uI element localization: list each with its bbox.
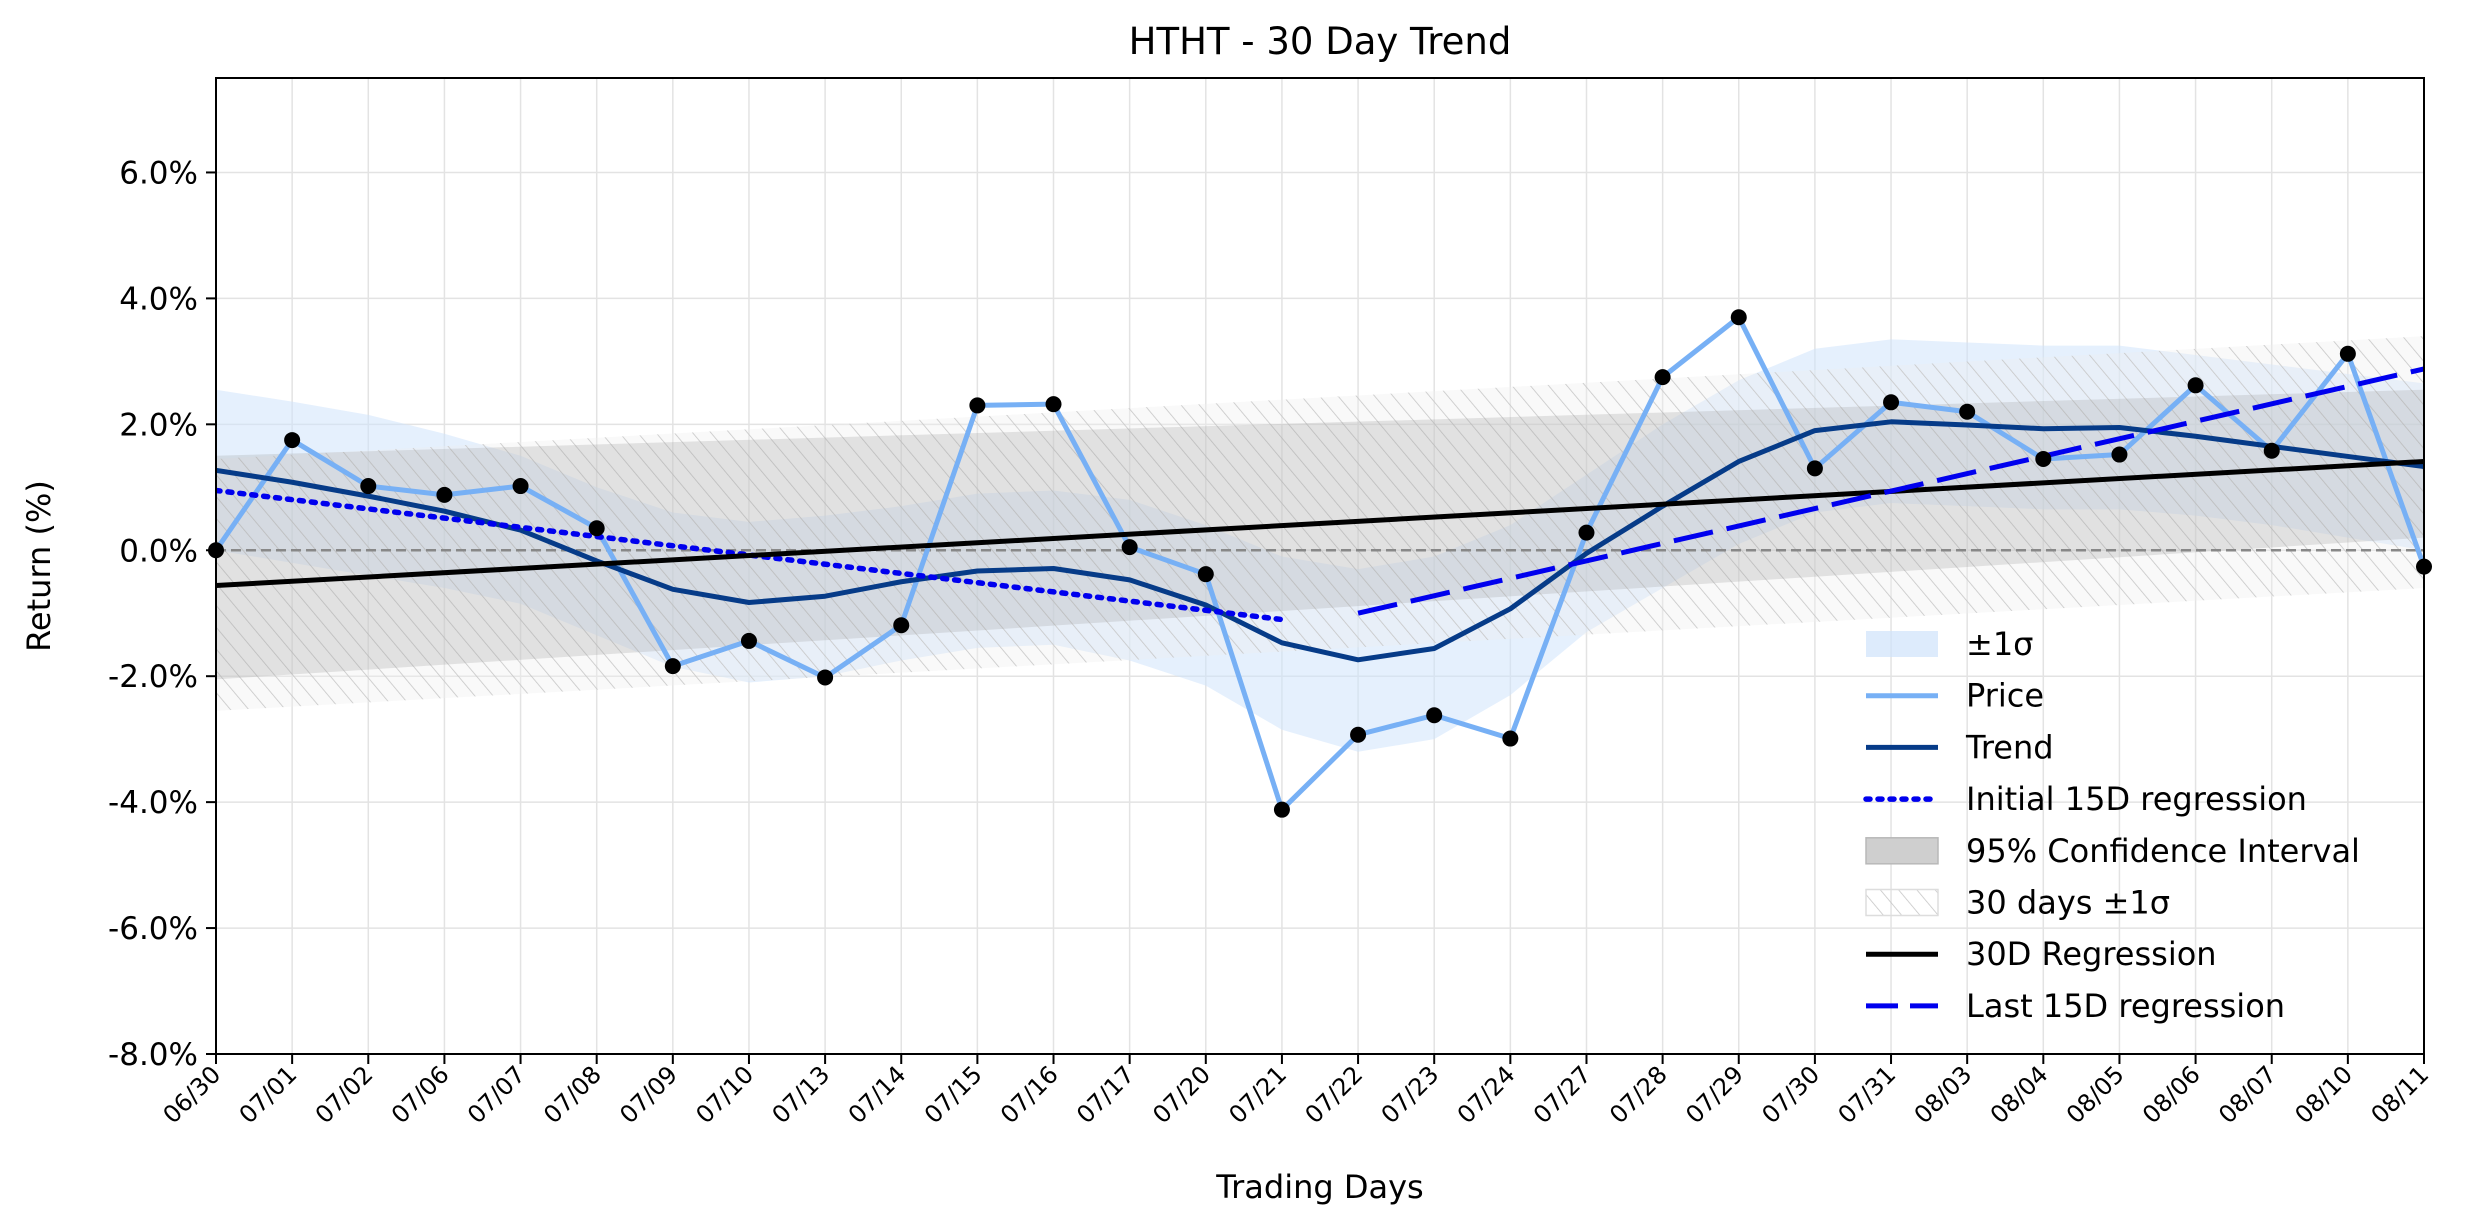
x-tick-label: 07/06 <box>386 1060 455 1129</box>
plot-frame <box>215 77 2425 1055</box>
x-tick-label: 07/30 <box>1756 1060 1825 1129</box>
price-point <box>2339 345 2356 362</box>
x-tick-label: 07/13 <box>767 1060 836 1129</box>
x-tick-label: 07/01 <box>234 1060 303 1129</box>
x-tick-label: 07/21 <box>1223 1060 1292 1129</box>
legend-item: Price <box>1866 677 2044 715</box>
price-point <box>2263 442 2280 459</box>
price-point <box>740 632 757 649</box>
x-tick-label: 07/17 <box>1071 1060 1140 1129</box>
x-axis-label: Trading Days <box>1215 1168 1423 1206</box>
price-point <box>1959 403 1976 420</box>
price-point <box>1121 539 1138 556</box>
x-tick-label: 07/20 <box>1147 1060 1216 1129</box>
x-tick-label: 07/27 <box>1528 1060 1597 1129</box>
y-axis-label: Return (%) <box>20 480 58 652</box>
legend-label: 30D Regression <box>1966 935 2217 973</box>
legend-swatch <box>1865 888 1939 917</box>
x-tick-label: 07/28 <box>1604 1060 1673 1129</box>
x-tick-label: 07/24 <box>1452 1060 1521 1129</box>
legend-label: 95% Confidence Interval <box>1966 832 2360 870</box>
price-point <box>2035 450 2052 467</box>
price-point <box>1578 524 1595 541</box>
x-tick-label: 07/23 <box>1376 1060 1445 1129</box>
x-tick-label: 07/14 <box>843 1060 912 1129</box>
x-tick-label: 07/02 <box>310 1060 379 1129</box>
price-point <box>1654 369 1671 386</box>
legend-label: Trend <box>1965 728 2054 766</box>
price-point <box>284 432 301 449</box>
legend-item: Last 15D regression <box>1866 987 2285 1025</box>
price-line <box>216 314 2424 813</box>
legend-item: Trend <box>1866 728 2054 766</box>
chart-title: HTHT - 30 Day Trend <box>1129 20 1512 63</box>
price-point <box>1045 396 1062 413</box>
trend-line <box>216 419 2424 663</box>
confidence-interval-band <box>216 389 2424 680</box>
price-point <box>817 669 834 686</box>
price-point <box>1350 726 1367 743</box>
legend-swatch <box>1866 631 1938 657</box>
price-point <box>588 520 605 537</box>
legend-label: 30 days ±1σ <box>1966 884 2170 922</box>
price-point <box>1883 394 1900 411</box>
price-point <box>1730 309 1747 326</box>
price-point <box>512 478 529 495</box>
y-tick-label: 6.0% <box>119 155 198 191</box>
x-tick-label: 08/04 <box>1985 1060 2054 1129</box>
legend-item: 30 days ±1σ <box>1865 884 2170 922</box>
price-point <box>664 658 681 675</box>
x-tick-label: 07/09 <box>614 1060 683 1129</box>
legend-item: 30D Regression <box>1866 935 2217 973</box>
price-point <box>893 617 910 634</box>
x-tick-label: 07/15 <box>919 1060 988 1129</box>
x-tick-label: 08/05 <box>2061 1060 2130 1129</box>
x-tick-label: 08/10 <box>2289 1060 2358 1129</box>
x-tick-label: 07/16 <box>995 1060 1064 1129</box>
y-tick-label: 2.0% <box>119 407 198 443</box>
price-point <box>436 486 453 503</box>
x-tick-label: 07/22 <box>1300 1060 1369 1129</box>
x-tick-label: 07/10 <box>690 1060 759 1129</box>
legend-label: Initial 15D regression <box>1966 780 2307 818</box>
legend-swatch <box>1865 837 1939 865</box>
price-point <box>1502 730 1519 747</box>
price-point <box>1806 460 1823 477</box>
price-point <box>969 397 986 414</box>
price-point <box>2187 377 2204 394</box>
y-tick-label: 0.0% <box>119 533 198 569</box>
x-tick-label: 08/06 <box>2137 1060 2206 1129</box>
price-point <box>1273 801 1290 818</box>
y-tick-label: -4.0% <box>108 785 198 821</box>
price-point <box>2111 446 2128 463</box>
x-tick-label: 07/31 <box>1833 1060 1902 1129</box>
price-point <box>1197 566 1214 583</box>
y-tick-label: -2.0% <box>108 659 198 695</box>
price-point <box>1426 707 1443 724</box>
x-tick-label: 07/07 <box>462 1060 531 1129</box>
x-tick-label: 07/08 <box>538 1060 607 1129</box>
regression-30d-line <box>216 458 2424 589</box>
legend-label: Last 15D regression <box>1966 987 2285 1025</box>
x-tick-label: 08/03 <box>1909 1060 1978 1129</box>
initial-15d-regression-line <box>216 487 1285 623</box>
y-tick-label: 4.0% <box>119 281 198 317</box>
legend-item: Initial 15D regression <box>1863 780 2307 818</box>
legend-label: ±1σ <box>1966 625 2033 663</box>
x-tick-label: 08/07 <box>2213 1060 2282 1129</box>
legend-item: 95% Confidence Interval <box>1865 832 2360 870</box>
legend-label: Price <box>1966 677 2044 715</box>
y-tick-label: -8.0% <box>108 1037 198 1073</box>
price-point <box>360 478 377 495</box>
y-tick-label: -6.0% <box>108 911 198 947</box>
last-15d-regression-line <box>1357 366 2424 616</box>
legend-item: ±1σ <box>1866 625 2033 663</box>
x-tick-label: 07/29 <box>1680 1060 1749 1129</box>
x-tick-label: 08/11 <box>2366 1060 2435 1129</box>
